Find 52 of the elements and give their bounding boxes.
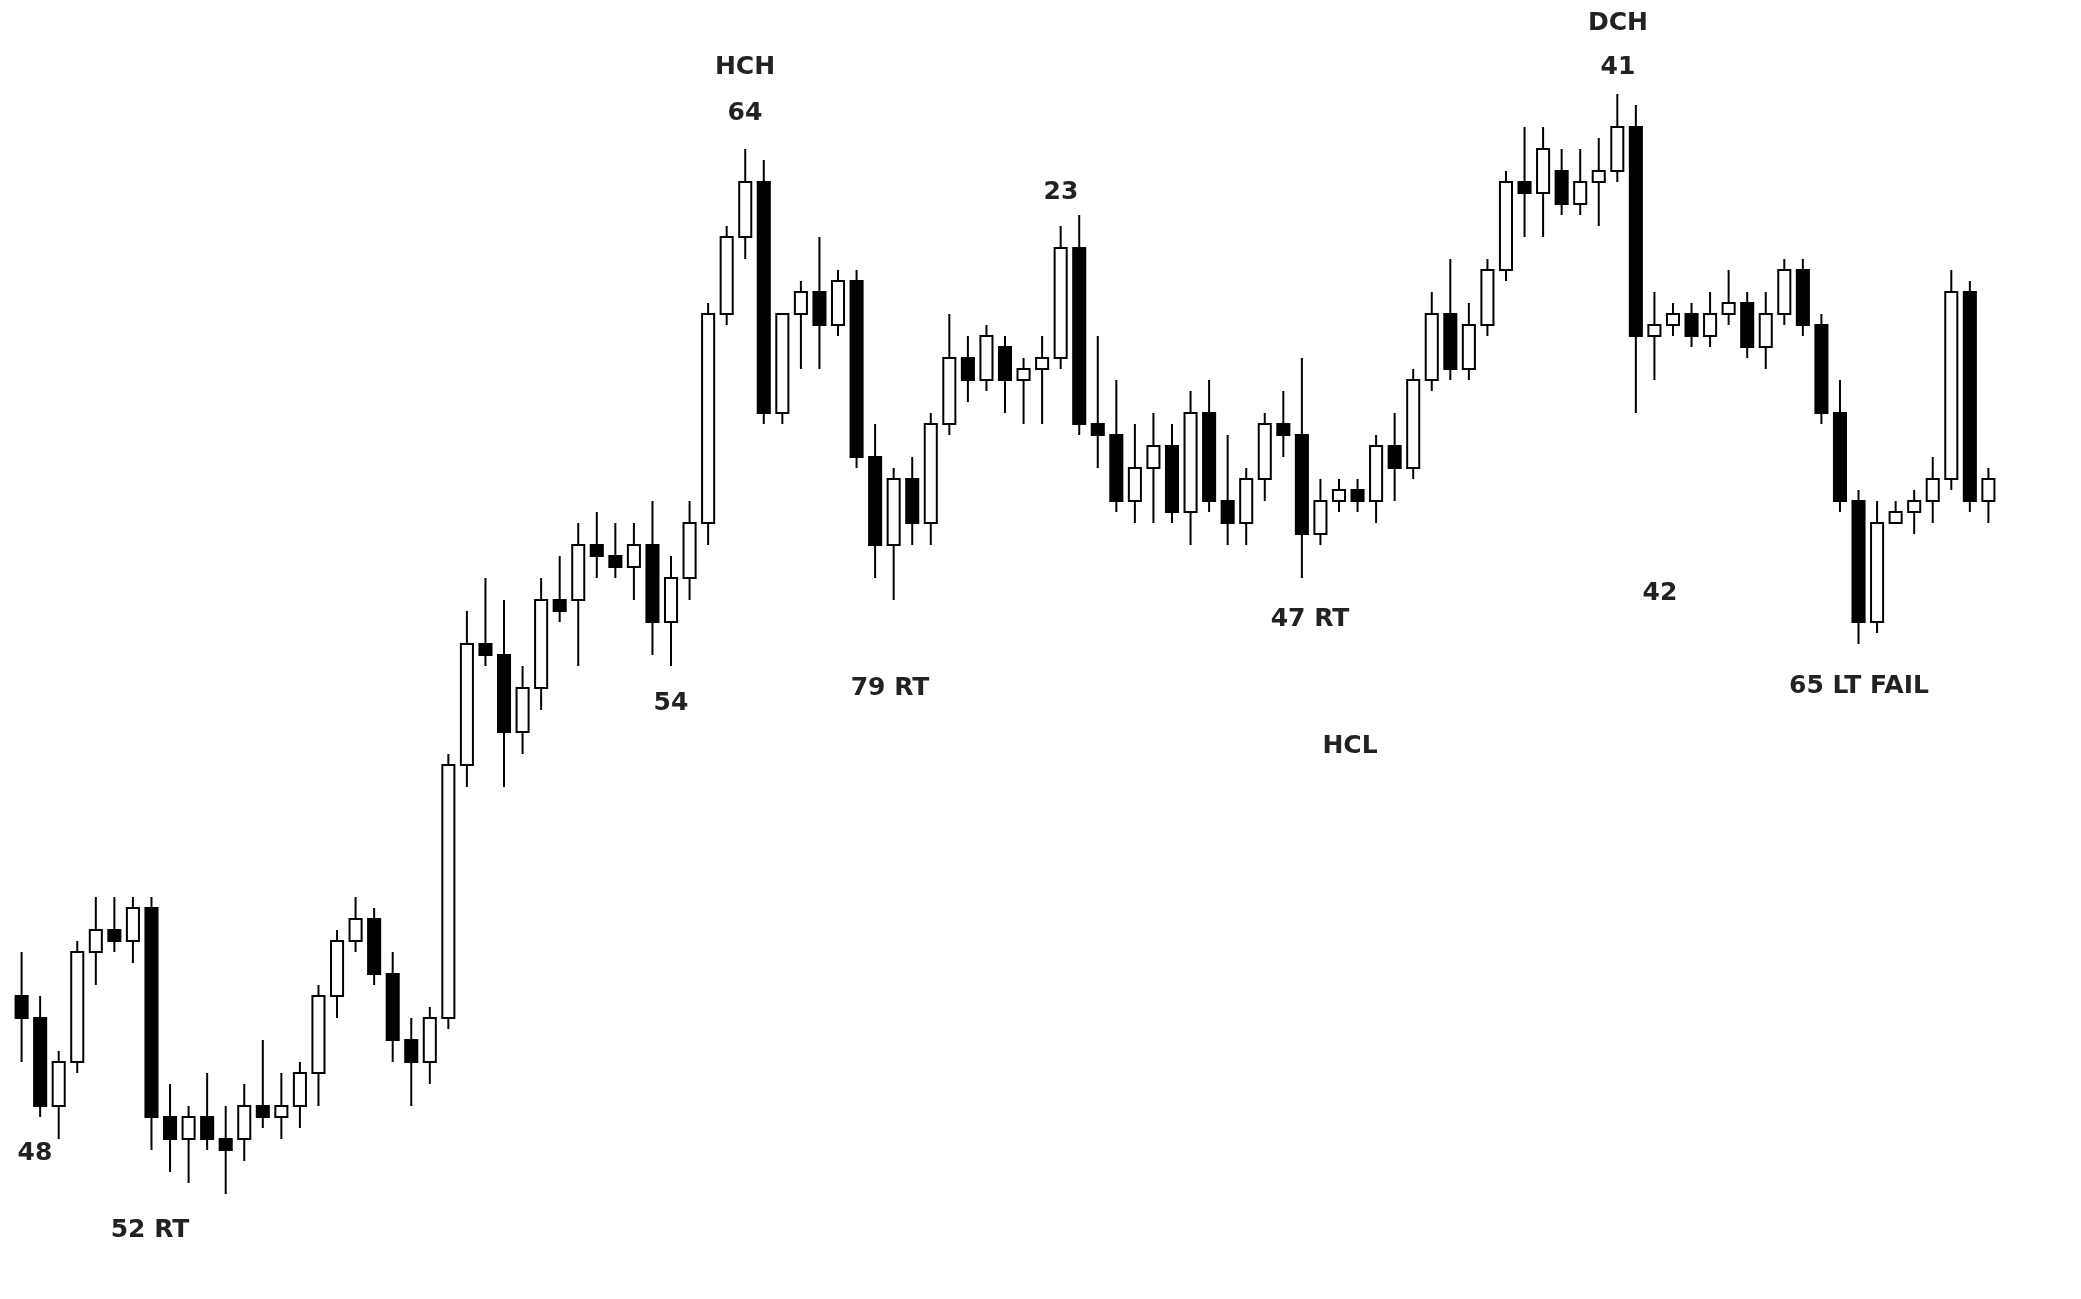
candlestick <box>1721 269 1736 326</box>
text: 41 <box>1600 51 1636 80</box>
candlestick <box>274 1072 289 1140</box>
candlestick <box>1090 335 1105 469</box>
candlestick <box>1981 467 1996 524</box>
candlestick <box>1387 412 1402 502</box>
candlestick <box>255 1039 270 1129</box>
candlestick <box>1907 489 1922 535</box>
text: 52 RT <box>110 1214 190 1243</box>
text: HCH <box>714 51 776 80</box>
candlestick <box>1016 357 1031 425</box>
candlestick <box>14 951 29 1063</box>
candlestick <box>163 1083 178 1173</box>
candlestick <box>1591 137 1606 227</box>
candlestick <box>608 522 623 579</box>
candlestick <box>1035 335 1050 425</box>
candlestick <box>1684 302 1699 348</box>
annotation: 48 <box>17 1137 53 1166</box>
candlestick <box>1647 291 1662 381</box>
annotation: 23 <box>1043 176 1079 205</box>
candlestick <box>1350 478 1365 513</box>
candlestick <box>960 335 975 403</box>
candlestick <box>478 577 493 667</box>
candlestick <box>1331 478 1347 513</box>
candlestick <box>1220 434 1235 546</box>
candlestick <box>88 896 103 986</box>
annotation: HCL <box>1322 730 1378 759</box>
annotation: 64 <box>727 97 763 126</box>
annotation: 79 RT <box>850 672 930 701</box>
candlestick <box>348 896 363 953</box>
candlestick <box>793 280 808 370</box>
annotation: 54 <box>653 687 689 716</box>
candlestick <box>107 896 122 953</box>
candlestick <box>1573 148 1588 216</box>
annotation: 42 <box>1642 577 1678 606</box>
candlestick <box>589 511 604 579</box>
candlestick <box>1517 126 1532 238</box>
candlestick <box>404 1017 419 1107</box>
annotation: 65 LT FAIL <box>1789 670 1929 699</box>
text: DCH <box>1587 7 1649 36</box>
candlestick <box>200 1072 215 1151</box>
candlestick <box>552 555 567 623</box>
candlestick <box>1888 500 1903 524</box>
candlestick <box>1703 291 1718 348</box>
annotation: 47 RT <box>1270 603 1350 632</box>
candlestick <box>626 522 641 601</box>
candlestick <box>1925 456 1940 524</box>
candlestick <box>181 1105 196 1184</box>
candlestick <box>1276 390 1291 458</box>
candlestick <box>218 1105 233 1195</box>
candlestick <box>1146 412 1161 524</box>
candlestick <box>1665 302 1680 337</box>
